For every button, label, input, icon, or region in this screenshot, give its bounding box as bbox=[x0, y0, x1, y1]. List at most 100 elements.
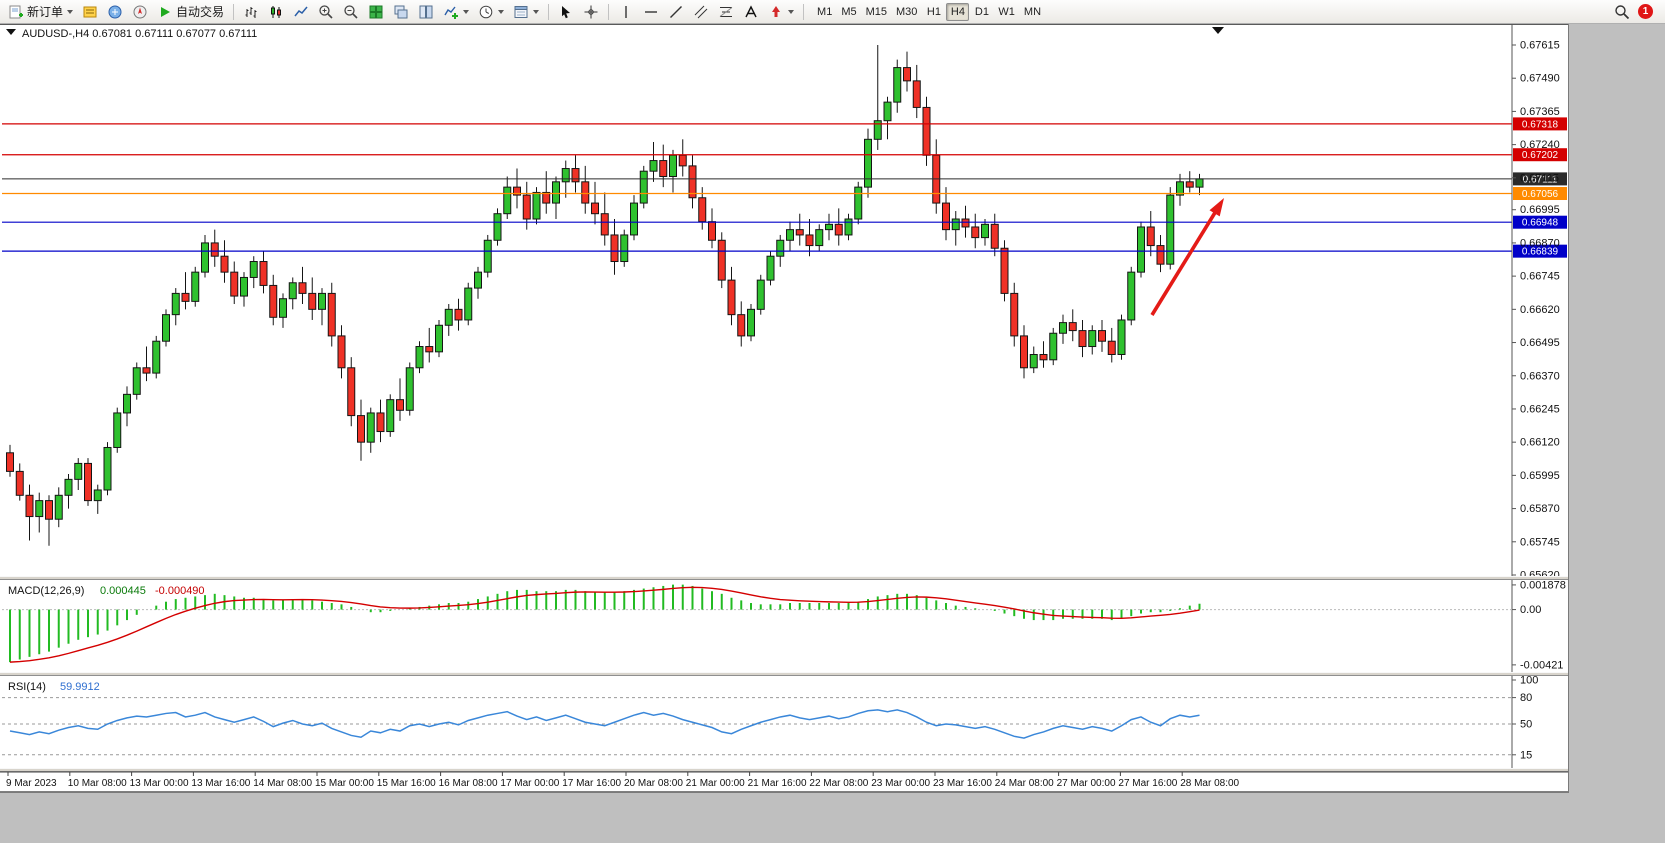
period-button[interactable] bbox=[474, 2, 508, 22]
price-axis-label: 0.67365 bbox=[1520, 106, 1560, 118]
timeframe-button-w1[interactable]: W1 bbox=[994, 3, 1019, 21]
price-tag-label: 0.67202 bbox=[1522, 150, 1559, 161]
crosshair-icon bbox=[584, 5, 598, 18]
new-order-label: 新订单 bbox=[27, 5, 64, 19]
zoom-out-icon bbox=[344, 4, 358, 19]
price-axis-label: 0.66120 bbox=[1520, 437, 1560, 449]
text-tool-button[interactable] bbox=[739, 2, 763, 22]
time-axis-label: 17 Mar 00:00 bbox=[500, 778, 559, 789]
timeframe-button-m30[interactable]: M30 bbox=[892, 3, 921, 21]
timeframe-button-h1[interactable]: H1 bbox=[922, 3, 945, 21]
time-axis-label: 16 Mar 08:00 bbox=[439, 778, 498, 789]
time-axis-label: 22 Mar 08:00 bbox=[809, 778, 868, 789]
time-axis-label: 23 Mar 00:00 bbox=[871, 778, 930, 789]
data-window-button[interactable] bbox=[103, 2, 127, 22]
time-axis-label: 15 Mar 00:00 bbox=[315, 778, 374, 789]
time-axis-label: 21 Mar 00:00 bbox=[686, 778, 745, 789]
split-windows-button[interactable] bbox=[414, 2, 438, 22]
price-axis-label: 0.65995 bbox=[1520, 470, 1560, 482]
line-chart-button[interactable] bbox=[289, 2, 313, 22]
toolbar-right-icons: 1 bbox=[1614, 4, 1661, 20]
macd-signal-value: -0.000490 bbox=[155, 585, 205, 597]
arrow-tool-button[interactable] bbox=[764, 2, 798, 22]
timeframe-button-m5[interactable]: M5 bbox=[837, 3, 860, 21]
zoom-in-icon bbox=[319, 4, 333, 19]
price-axis-label: 0.66620 bbox=[1520, 304, 1560, 316]
price-tag-0.67111[interactable] bbox=[1513, 172, 1567, 186]
price-axis-label: 0.67615 bbox=[1520, 40, 1560, 52]
candlestick-chart-button[interactable] bbox=[264, 2, 288, 22]
price-tag-label: 0.66839 bbox=[1522, 247, 1559, 258]
price-tag-0.67318[interactable] bbox=[1513, 117, 1567, 131]
price-axis-label: 0.67240 bbox=[1520, 139, 1560, 151]
price-axis-label: 0.66995 bbox=[1520, 204, 1560, 216]
autotrading-icon bbox=[161, 6, 171, 17]
rsi-axis-label: 80 bbox=[1520, 692, 1532, 704]
timeframe-button-mn[interactable]: MN bbox=[1020, 3, 1045, 21]
price-tag-0.66948[interactable] bbox=[1513, 215, 1567, 229]
price-axis-label: 0.65870 bbox=[1520, 503, 1560, 515]
timeframe-button-d1[interactable]: D1 bbox=[970, 3, 993, 21]
bar-chart-icon bbox=[245, 6, 257, 18]
price-tag-label: 0.67318 bbox=[1522, 119, 1559, 130]
time-axis-label: 13 Mar 16:00 bbox=[191, 778, 250, 789]
rsi-axis-label: 15 bbox=[1520, 749, 1532, 761]
price-axis-label: 0.66745 bbox=[1520, 271, 1560, 283]
tile-windows-button[interactable] bbox=[364, 2, 388, 22]
crosshair-tool-button[interactable] bbox=[579, 2, 603, 22]
vertical-line-icon bbox=[625, 5, 627, 18]
bar-chart-button[interactable] bbox=[239, 2, 263, 22]
template-button[interactable] bbox=[509, 2, 543, 22]
chart-shift-marker[interactable] bbox=[1212, 27, 1224, 34]
timeframe-group: M1 M5 M15 M30 H1 H4 D1 W1 MN bbox=[813, 2, 1045, 21]
macd-main-value: 0.000445 bbox=[100, 585, 146, 597]
horizontal-line-tool-button[interactable] bbox=[639, 2, 663, 22]
split-windows-icon bbox=[419, 5, 433, 18]
market-watch-button[interactable] bbox=[78, 2, 102, 22]
time-axis-label: 14 Mar 08:00 bbox=[253, 778, 312, 789]
caret-down-icon bbox=[788, 9, 795, 14]
price-axis-label: 0.65745 bbox=[1520, 536, 1560, 548]
notification-badge[interactable]: 1 bbox=[1638, 4, 1653, 19]
price-tag-0.67202[interactable] bbox=[1513, 148, 1567, 162]
price-axis-label: 0.66370 bbox=[1520, 370, 1560, 382]
line-chart-icon bbox=[294, 6, 308, 16]
caret-down-icon bbox=[498, 9, 505, 14]
time-axis[interactable]: 9 Mar 2023 10 Mar 08:00 13 Mar 00:00 13 Mar… bbox=[6, 772, 1240, 789]
chart-canvas[interactable]: 0.67318 0.67202 0.67111 0.67056 0.66948 0.668… bbox=[0, 24, 1568, 792]
new-order-button[interactable]: 新订单 bbox=[4, 2, 77, 22]
template-icon bbox=[514, 5, 528, 18]
timeframe-button-m1[interactable]: M1 bbox=[813, 3, 836, 21]
new-order-icon bbox=[9, 5, 23, 18]
timeframe-button-m15[interactable]: M15 bbox=[862, 3, 891, 21]
time-axis-label: 27 Mar 00:00 bbox=[1057, 778, 1116, 789]
add-indicator-button[interactable] bbox=[439, 2, 473, 22]
zoom-in-button[interactable] bbox=[314, 2, 338, 22]
vertical-line-tool-button[interactable] bbox=[614, 2, 638, 22]
macd-axis-label: 0.001878 bbox=[1520, 579, 1566, 591]
timeframe-button-h4[interactable]: H4 bbox=[946, 2, 970, 21]
fibonacci-tool-button[interactable] bbox=[714, 2, 738, 22]
price-tag-0.67056[interactable] bbox=[1513, 187, 1567, 201]
time-axis-label: 27 Mar 16:00 bbox=[1118, 778, 1177, 789]
autotrading-button[interactable]: 自动交易 bbox=[153, 2, 228, 22]
navigator-button[interactable] bbox=[128, 2, 152, 22]
price-tag-0.66839[interactable] bbox=[1513, 244, 1567, 258]
trendline-tool-button[interactable] bbox=[664, 2, 688, 22]
cascade-windows-button[interactable] bbox=[389, 2, 413, 22]
horizontal-line-icon bbox=[645, 10, 658, 13]
price-axis-label: 0.67490 bbox=[1520, 73, 1560, 85]
chart-menu-triangle-icon[interactable] bbox=[6, 29, 16, 35]
rsi-line bbox=[9, 709, 1200, 739]
zoom-out-button[interactable] bbox=[339, 2, 363, 22]
search-icon[interactable] bbox=[1614, 4, 1630, 20]
trend-arrow-annotation[interactable] bbox=[1150, 198, 1224, 316]
cursor-tool-button[interactable] bbox=[554, 2, 578, 22]
macd-label: MACD(12,26,9) bbox=[8, 585, 84, 597]
toolbar-separator bbox=[803, 3, 805, 20]
market-watch-icon bbox=[83, 6, 97, 17]
rsi-axis-label: 100 bbox=[1520, 675, 1538, 687]
rsi-label: RSI(14) bbox=[8, 681, 46, 693]
arrow-tool-icon bbox=[772, 5, 781, 17]
channel-tool-button[interactable] bbox=[689, 2, 713, 22]
